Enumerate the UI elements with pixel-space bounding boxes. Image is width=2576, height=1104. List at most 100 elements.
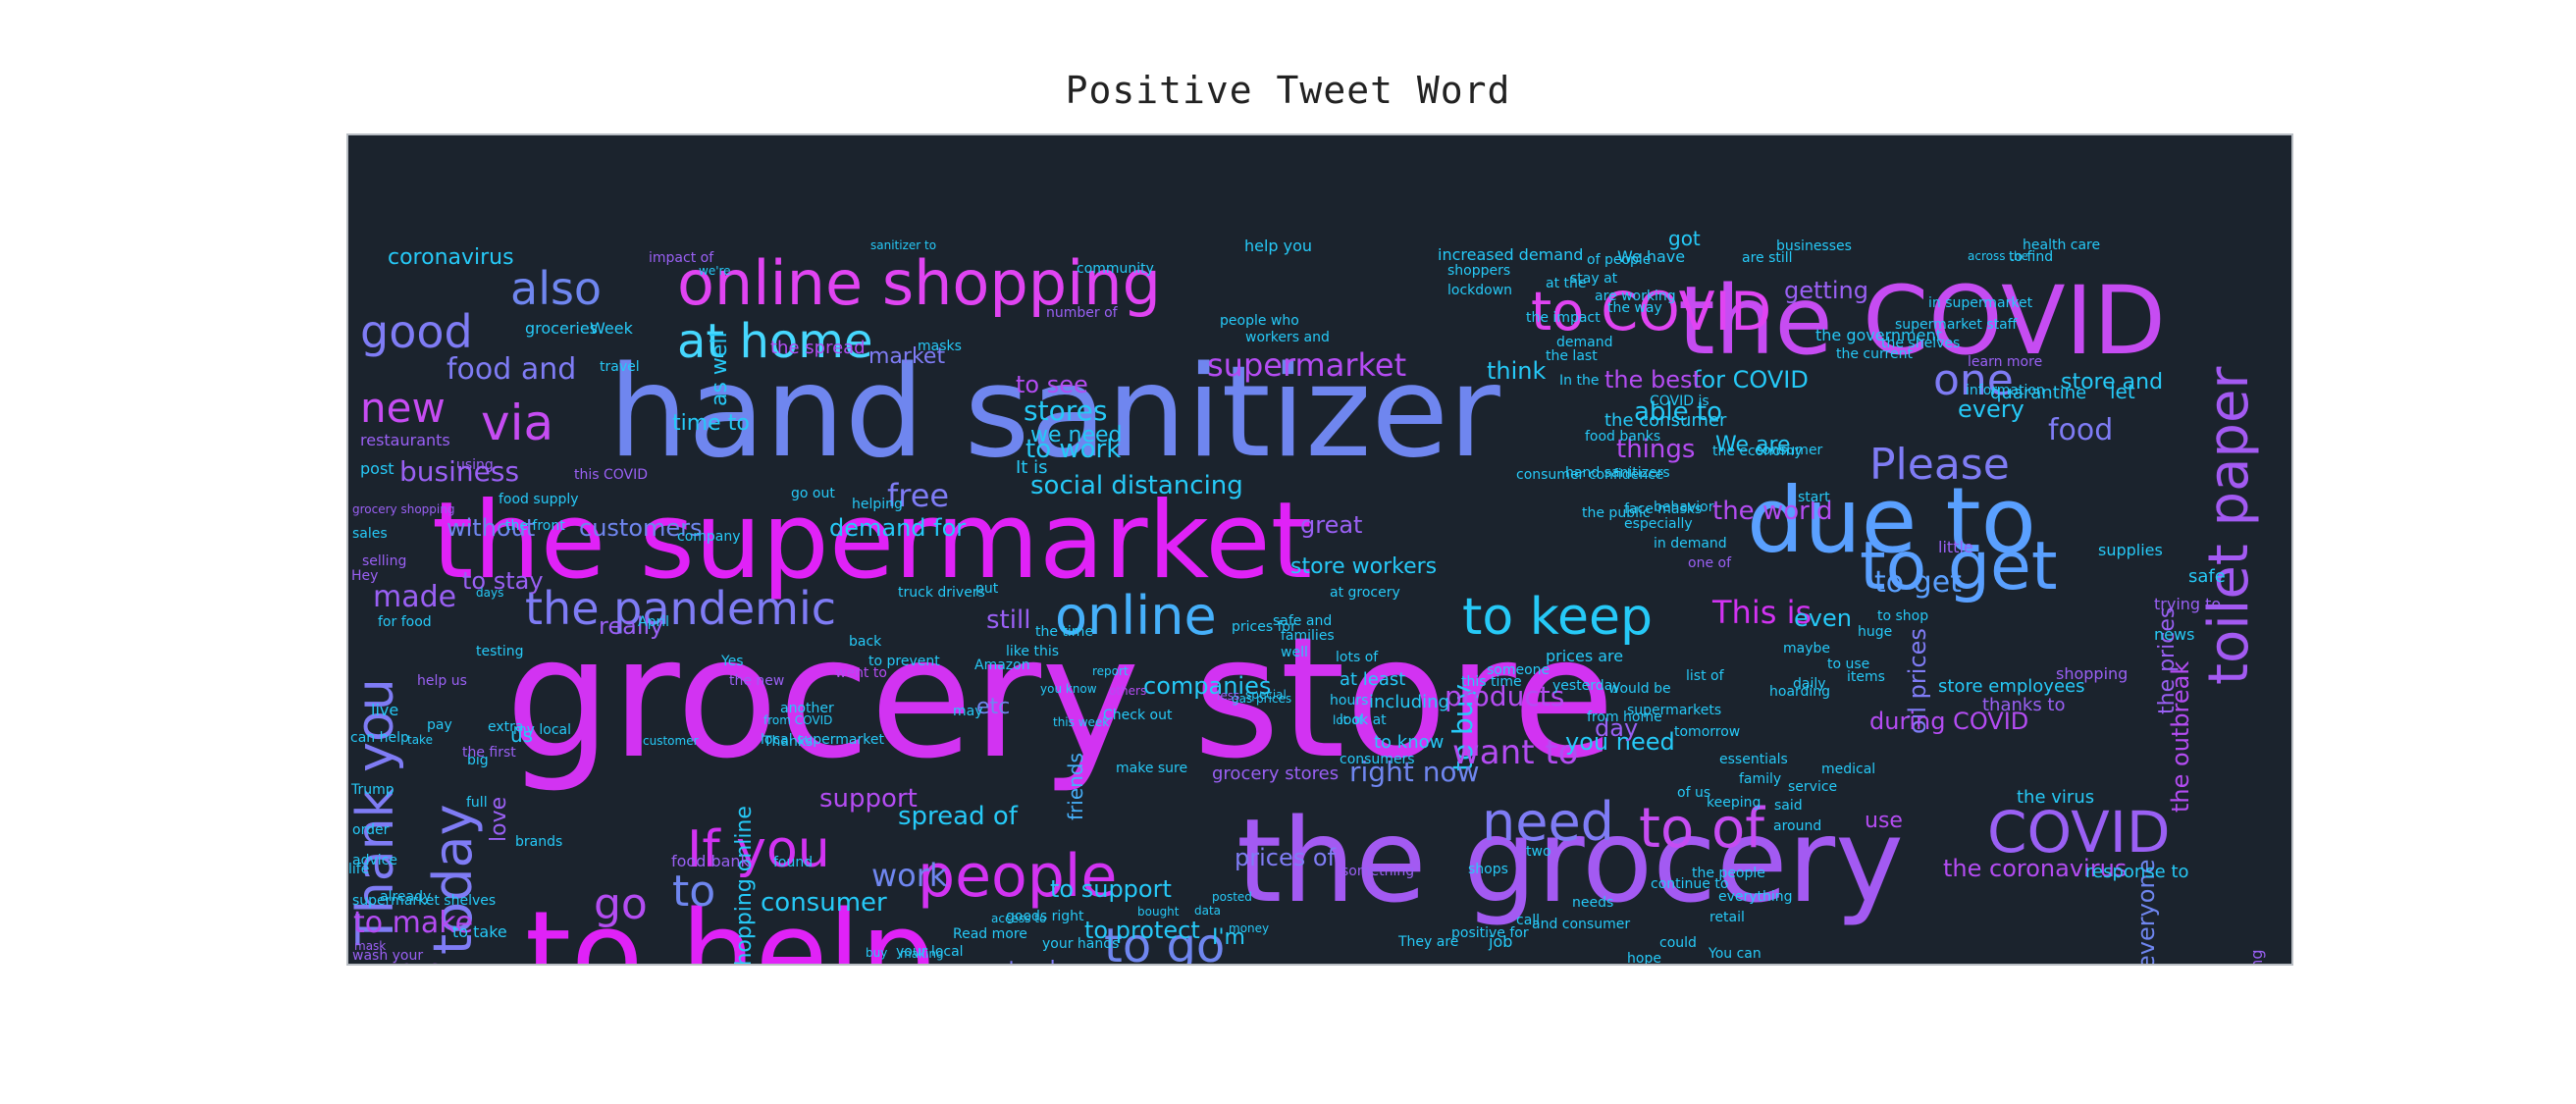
cloud-word-testing-329: testing bbox=[476, 644, 524, 659]
cloud-word-this-is-36: This is bbox=[1711, 594, 1812, 631]
cloud-word-yes-322: Yes bbox=[720, 654, 744, 669]
cloud-word-support-101: support bbox=[819, 784, 918, 814]
cloud-word-well-212: well bbox=[1281, 645, 1308, 660]
cloud-word-trump-179: Trump bbox=[350, 782, 394, 798]
cloud-word-prices-for-221: prices for bbox=[1232, 619, 1296, 635]
cloud-word-something-264: something bbox=[1341, 864, 1414, 879]
cloud-word-helping-277: helping bbox=[852, 497, 903, 512]
cloud-word-to-prevent-327: to prevent bbox=[868, 654, 940, 669]
cloud-word-i-m-108: I'm bbox=[1212, 925, 1245, 950]
cloud-word-your-hands-146: your hands bbox=[1042, 936, 1119, 952]
cloud-word-positive-for-258: positive for bbox=[1451, 925, 1529, 941]
cloud-word-hours-217: hours bbox=[1330, 693, 1368, 709]
cloud-word-essentials-240: essentials bbox=[1719, 752, 1788, 767]
cloud-word-stay-at-308: stay at bbox=[1570, 271, 1618, 287]
cloud-word-to-keep-23: to keep bbox=[1462, 588, 1653, 647]
cloud-word-supermarket-shelves-190: supermarket shelves bbox=[352, 893, 496, 909]
cloud-word-needs-261: needs bbox=[1572, 895, 1613, 911]
cloud-word-at-grocery-316: at grocery bbox=[1330, 585, 1400, 601]
cloud-word-things-63: things bbox=[1616, 435, 1695, 464]
cloud-word-like-this-206: like this bbox=[1006, 644, 1059, 659]
cloud-word-hey-172: Hey bbox=[351, 568, 378, 584]
cloud-word-businesses-161: businesses bbox=[1776, 238, 1852, 254]
cloud-word-thanks-203: Thanks bbox=[762, 734, 813, 750]
cloud-word-able-to-62: able to bbox=[1634, 397, 1722, 427]
cloud-word-great-68: great bbox=[1300, 511, 1362, 539]
cloud-word-spread-of-44: spread of bbox=[898, 802, 1019, 831]
cloud-word-covid-18: COVID bbox=[1987, 799, 2171, 866]
cloud-word-in-supermarket-304: in supermarket bbox=[1928, 295, 2033, 311]
cloud-word-thanks-to-131: thanks to bbox=[1982, 695, 2066, 715]
cloud-word-use-106: use bbox=[1865, 809, 1903, 833]
cloud-word-the-government-151: the government bbox=[1815, 326, 1942, 344]
cloud-word-one-of-315: one of bbox=[1688, 555, 1732, 571]
cloud-word-to-make-79: to make bbox=[353, 906, 473, 940]
cloud-word-the-best-90: the best bbox=[1604, 366, 1702, 394]
cloud-word-prices-of-74: prices of bbox=[1235, 844, 1337, 871]
cloud-word-pay-181: pay bbox=[427, 717, 452, 733]
cloud-word-for-food-331: for food bbox=[378, 614, 432, 630]
cloud-word-to-shop-232: to shop bbox=[1877, 608, 1928, 624]
cloud-word-every-91: every bbox=[1958, 395, 2024, 423]
word-cloud-panel: grocery store hand sanitizer the supermark… bbox=[346, 133, 2293, 966]
cloud-word-this-covid-324: this COVID bbox=[574, 467, 648, 483]
cloud-word-special-211: special bbox=[1245, 688, 1287, 702]
cloud-word-to-use-235: to use bbox=[1827, 657, 1869, 672]
cloud-word-including-120: including bbox=[1369, 692, 1449, 712]
cloud-word-said-246: said bbox=[1774, 798, 1803, 814]
cloud-word-safe-and-222: safe and bbox=[1273, 613, 1332, 629]
cloud-word-one-33: one bbox=[1933, 355, 2014, 405]
cloud-word-data-269: data bbox=[1194, 904, 1221, 918]
cloud-word-read-more-145: Read more bbox=[953, 926, 1027, 942]
cloud-word-could-247: could bbox=[1659, 935, 1697, 951]
cloud-word-demand-287: demand bbox=[1556, 335, 1612, 350]
cloud-word-hand-sanitizer-1: hand sanitizer bbox=[608, 340, 1500, 486]
cloud-word-retail-252: retail bbox=[1709, 910, 1745, 925]
cloud-word-hand-sanitizers-292: hand sanitizers bbox=[1565, 465, 1670, 481]
cloud-word-coronavirus-87: coronavirus bbox=[388, 245, 514, 270]
cloud-word-list-of-236: list of bbox=[1686, 668, 1725, 684]
cloud-word-someone-225: someone bbox=[1487, 662, 1550, 678]
cloud-word-another-202: another bbox=[780, 701, 834, 716]
cloud-word-online-shopping-7: online shopping bbox=[677, 247, 1161, 319]
cloud-word-post-167: post bbox=[360, 459, 394, 478]
cloud-word-full-180: full bbox=[466, 795, 488, 811]
cloud-word-the-front-280: the front bbox=[505, 518, 565, 534]
cloud-word-the-economy-294: the economy bbox=[1712, 444, 1803, 459]
cloud-word-sanitizer-to-154: sanitizer to bbox=[870, 238, 936, 252]
cloud-word-yesterday-226: yesterday bbox=[1552, 678, 1621, 694]
cloud-word-others-216: others bbox=[1109, 684, 1146, 698]
cloud-word-to-go-28: to go bbox=[1104, 919, 1225, 964]
cloud-word-we-are-112: We are bbox=[1715, 433, 1791, 457]
cloud-word-buy-272: buy bbox=[866, 946, 887, 960]
cloud-word-my-local-199: my local bbox=[513, 722, 571, 738]
cloud-word-report-215: report bbox=[1092, 664, 1129, 678]
cloud-word-at-the-307: at the bbox=[1546, 276, 1587, 291]
cloud-word-to-covid-20: to COVID bbox=[1531, 281, 1771, 342]
cloud-word-supermarket-41: supermarket bbox=[1207, 346, 1406, 384]
cloud-word-gas-prices-213: gas prices bbox=[1232, 692, 1291, 706]
cloud-word-work-50: work bbox=[871, 857, 948, 894]
cloud-word-food-banks-290: food banks bbox=[1585, 429, 1660, 445]
cloud-word-us-96: us bbox=[510, 723, 533, 747]
cloud-word-groceries-164: groceries bbox=[525, 319, 598, 338]
cloud-word-let-92: let bbox=[2110, 380, 2135, 403]
cloud-word-tomorrow-238: tomorrow bbox=[1674, 724, 1740, 740]
cloud-word-using-323: using bbox=[456, 457, 494, 473]
cloud-word-lots-of-223: lots of bbox=[1336, 650, 1379, 665]
cloud-word-extra-178: extra bbox=[488, 719, 523, 735]
cloud-word-posted-147: posted bbox=[1212, 890, 1252, 904]
cloud-word-the-consumer-118: the consumer bbox=[1604, 410, 1727, 431]
cloud-word-of-people-163: of people bbox=[1587, 252, 1651, 268]
cloud-word-hope-249: hope bbox=[1627, 951, 1661, 964]
cloud-word-order-182: order bbox=[352, 822, 390, 838]
cloud-word-days-173: days bbox=[476, 586, 503, 600]
cloud-word-need-21: need bbox=[1482, 791, 1614, 853]
cloud-word-without-71: without bbox=[447, 514, 535, 542]
cloud-word-back-326: back bbox=[849, 634, 882, 650]
cloud-word-advice-183: advice bbox=[352, 853, 397, 868]
cloud-word-to-get-10: to get bbox=[1860, 528, 2058, 605]
cloud-word-life-185: life bbox=[348, 862, 369, 877]
cloud-word-anything-134: anything bbox=[2247, 949, 2266, 964]
